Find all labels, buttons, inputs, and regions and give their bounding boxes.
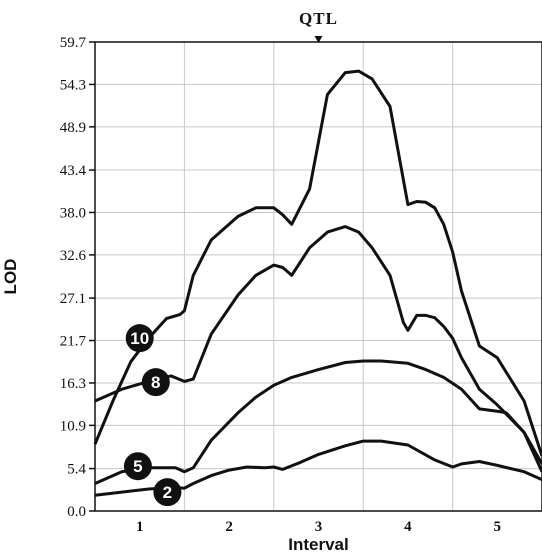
x-axis-label: Interval xyxy=(288,535,348,554)
y-tick-label: 5.4 xyxy=(67,462,86,478)
x-tick-label: 4 xyxy=(404,519,412,535)
y-tick-label: 27.1 xyxy=(60,291,86,307)
y-tick-label: 0.0 xyxy=(67,504,86,520)
series-badge-circle xyxy=(153,478,182,507)
x-tick-label: 3 xyxy=(315,519,323,535)
series-badge-label: 2 xyxy=(163,483,172,502)
series-badge-label: 8 xyxy=(151,373,160,392)
x-tick-label: 5 xyxy=(494,519,502,535)
series-badge-circle xyxy=(141,368,170,397)
y-tick-label: 38.0 xyxy=(60,205,86,221)
y-tick-label: 54.3 xyxy=(60,77,86,93)
qtl-marker-label: QTL xyxy=(299,9,338,28)
series-badge-8: 8 xyxy=(141,368,170,397)
series-badge-circle xyxy=(125,324,154,353)
series-line-10 xyxy=(93,69,542,457)
series-line-5 xyxy=(94,359,542,485)
series-badge-2: 2 xyxy=(153,478,182,507)
qtl-arrow-icon xyxy=(314,36,323,43)
tick-layer: 0.05.410.916.321.727.132.638.043.448.954… xyxy=(60,35,501,535)
series-line-8 xyxy=(94,225,542,465)
series-badge-label: 5 xyxy=(133,457,142,476)
y-tick-label: 59.7 xyxy=(60,35,87,51)
y-tick-label: 21.7 xyxy=(60,334,87,350)
series-badge-circle xyxy=(123,452,152,481)
y-axis-label: LOD xyxy=(1,259,20,295)
y-tick-label: 48.9 xyxy=(60,120,86,136)
y-tick-label: 10.9 xyxy=(60,418,86,434)
series-badge-10: 10 xyxy=(125,324,154,353)
curve-layer xyxy=(93,69,542,497)
y-tick-label: 43.4 xyxy=(60,163,87,179)
y-tick-label: 32.6 xyxy=(60,248,87,264)
badge-layer: 10 8 5 2 xyxy=(123,324,182,507)
y-tick-label: 16.3 xyxy=(60,376,86,392)
series-line-2 xyxy=(94,439,542,497)
x-tick-label: 2 xyxy=(225,519,233,535)
series-badge-label: 10 xyxy=(130,329,149,348)
series-badge-5: 5 xyxy=(123,452,152,481)
x-tick-label: 1 xyxy=(136,519,144,535)
